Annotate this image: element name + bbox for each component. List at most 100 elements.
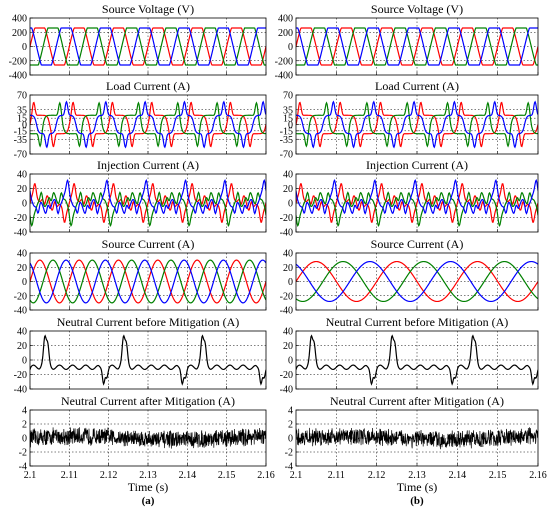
y-tick-label: 20 bbox=[283, 184, 293, 195]
series-group bbox=[30, 259, 266, 304]
series-phase-c bbox=[296, 179, 538, 215]
subplot-title: Injection Current (A) bbox=[366, 158, 468, 172]
y-tick-label: -400 bbox=[275, 71, 293, 82]
x-tick-label: 2.16 bbox=[529, 470, 547, 481]
series-phase-a bbox=[30, 27, 266, 66]
subplot-neutral_before: Neutral Current before Mitigation (A) 40 2… bbox=[14, 315, 267, 396]
y-tick-label: 4 bbox=[22, 406, 27, 417]
subplot-source_voltage: Source Voltage (V) 400 200 0 -200 -400 bbox=[9, 2, 267, 82]
y-tick-label: -70 bbox=[14, 150, 27, 161]
y-tick-label: 0 bbox=[288, 434, 293, 445]
plot-frame bbox=[29, 173, 267, 233]
subplot-title: Neutral Current after Mitigation (A) bbox=[330, 394, 504, 408]
subplot-title: Neutral Current after Mitigation (A) bbox=[61, 394, 235, 408]
y-tick-label: 20 bbox=[283, 341, 293, 352]
x-tick-label: 2.13 bbox=[139, 470, 157, 481]
series-phase-b bbox=[296, 27, 538, 66]
y-tick-label: -40 bbox=[280, 228, 293, 239]
y-tick-label: 4 bbox=[288, 406, 293, 417]
plot-frame bbox=[29, 330, 267, 390]
series-group bbox=[296, 27, 538, 66]
x-tick-label: 2.11 bbox=[328, 470, 345, 481]
x-tick-label: 2.12 bbox=[368, 470, 386, 481]
series-phase-c bbox=[30, 179, 266, 215]
y-tick-label: 0 bbox=[288, 199, 293, 210]
y-tick-label: -20 bbox=[280, 213, 293, 224]
y-tick-label: 40 bbox=[283, 170, 293, 181]
series-phase-c bbox=[30, 259, 266, 304]
y-tick-label: 0 bbox=[22, 277, 27, 288]
y-tick-label: -200 bbox=[9, 56, 27, 67]
y-tick-label: 0 bbox=[288, 120, 293, 131]
y-tick-label: 0 bbox=[288, 356, 293, 367]
subplot-title: Source Current (A) bbox=[102, 237, 195, 251]
x-tick-label: 2.15 bbox=[489, 470, 507, 481]
plot-frame bbox=[295, 17, 539, 76]
series-neutral bbox=[30, 427, 266, 449]
series-phase-a bbox=[30, 101, 266, 148]
series-phase-b bbox=[296, 101, 538, 148]
y-tick-label: -35 bbox=[14, 135, 27, 146]
x-tick-label: 2.14 bbox=[179, 470, 197, 481]
plot-frame bbox=[29, 409, 267, 467]
y-tick-label: -4 bbox=[19, 462, 27, 473]
y-tick-label: 20 bbox=[17, 184, 27, 195]
y-tick-label: -40 bbox=[14, 306, 27, 317]
x-axis-label: Time (s) bbox=[128, 480, 169, 494]
plot-frame bbox=[295, 409, 539, 467]
y-tick-label: 20 bbox=[17, 263, 27, 274]
y-tick-label: 400 bbox=[278, 14, 293, 25]
y-tick-label: 70 bbox=[17, 91, 27, 102]
y-tick-label: 40 bbox=[17, 249, 27, 260]
y-tick-label: -20 bbox=[14, 213, 27, 224]
subplot-injection_current: Injection Current (A) 40 20 0 -20 -40 bbox=[14, 158, 267, 239]
series-group bbox=[296, 427, 538, 450]
series-group bbox=[296, 179, 538, 227]
series-group bbox=[296, 260, 538, 303]
y-tick-label: 70 bbox=[283, 91, 293, 102]
y-tick-label: 20 bbox=[17, 341, 27, 352]
x-tick-label: 2.12 bbox=[100, 470, 118, 481]
y-tick-label: -15 bbox=[14, 126, 27, 137]
plot-frame bbox=[295, 252, 539, 311]
series-group bbox=[30, 179, 266, 227]
x-tick-label: 2.16 bbox=[257, 470, 275, 481]
subplot-neutral_after: Neutral Current after Mitigation (A) 4 2 0 -… bbox=[19, 394, 275, 507]
y-tick-label: 15 bbox=[17, 114, 27, 125]
y-tick-label: -40 bbox=[14, 385, 27, 396]
y-tick-label: -4 bbox=[285, 462, 293, 473]
x-tick-label: 2.11 bbox=[61, 470, 78, 481]
subplot-title: Neutral Current before Mitigation (A) bbox=[326, 315, 509, 329]
y-tick-label: -400 bbox=[9, 71, 27, 82]
subplot-title: Neutral Current before Mitigation (A) bbox=[57, 315, 240, 329]
y-tick-label: 20 bbox=[283, 263, 293, 274]
series-neutral bbox=[296, 427, 538, 450]
y-tick-label: 0 bbox=[288, 42, 293, 53]
subplot-title: Source Voltage (V) bbox=[102, 2, 194, 16]
subplot-title: Source Current (A) bbox=[371, 237, 464, 251]
series-phase-a bbox=[30, 259, 266, 304]
y-tick-label: -35 bbox=[280, 135, 293, 146]
y-tick-label: -200 bbox=[275, 56, 293, 67]
series-phase-b bbox=[30, 259, 266, 304]
plot-frame bbox=[29, 17, 267, 76]
subplot-source_voltage: Source Voltage (V) 400 200 0 -200 -400 bbox=[275, 2, 539, 82]
x-tick-label: 2.1 bbox=[290, 470, 303, 481]
series-phase-a bbox=[296, 260, 538, 303]
series-phase-c bbox=[296, 27, 538, 66]
series-neutral bbox=[30, 334, 266, 386]
y-tick-label: 40 bbox=[17, 327, 27, 338]
series-group bbox=[30, 100, 266, 149]
subplot-title: Injection Current (A) bbox=[97, 158, 199, 172]
series-phase-c bbox=[296, 100, 538, 149]
y-tick-label: -2 bbox=[19, 448, 27, 459]
y-tick-label: -40 bbox=[280, 385, 293, 396]
x-tick-label: 2.13 bbox=[408, 470, 426, 481]
subplot-title: Load Current (A) bbox=[106, 79, 190, 93]
x-axis-label: Time (s) bbox=[397, 480, 438, 494]
subplot-source_current: Source Current (A) 40 20 0 -20 -40 bbox=[280, 237, 539, 317]
y-tick-label: 0 bbox=[22, 199, 27, 210]
